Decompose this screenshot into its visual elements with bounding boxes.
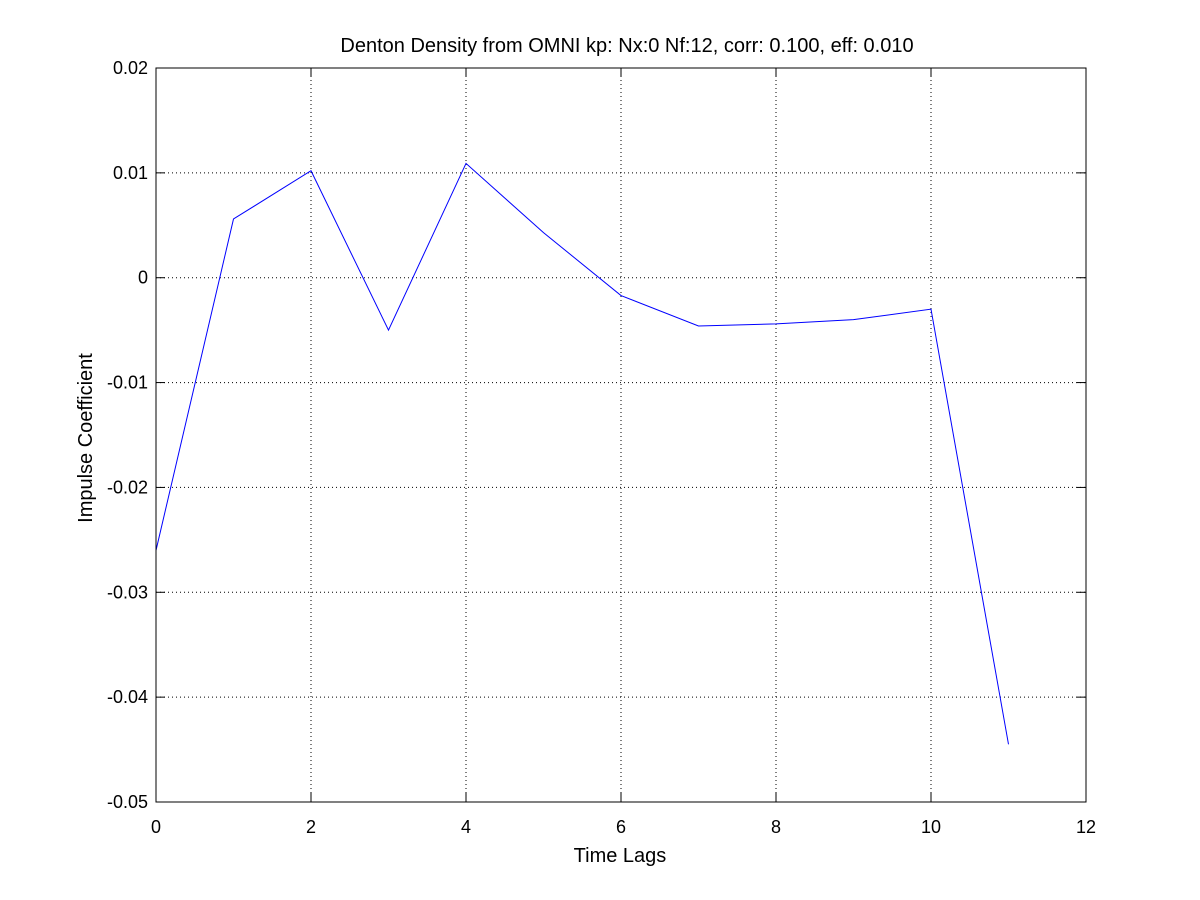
- plot-area: [156, 68, 1086, 802]
- y-tick-label: -0.05: [107, 792, 148, 812]
- x-tick-label: 12: [1076, 817, 1096, 837]
- series-group: [155, 162, 1009, 745]
- x-tick-label: 6: [616, 817, 626, 837]
- tick-marks: [155, 67, 1087, 803]
- x-tick-label: 10: [921, 817, 941, 837]
- y-tick-label: -0.04: [107, 687, 148, 707]
- x-tick-label: 0: [151, 817, 161, 837]
- y-tick-label: -0.03: [107, 582, 148, 602]
- y-tick-label: 0.02: [113, 58, 148, 78]
- y-tick-label: 0.01: [113, 163, 148, 183]
- y-tick-label: -0.02: [107, 477, 148, 497]
- x-axis-label: Time Lags: [574, 845, 667, 867]
- series-line: [155, 162, 1009, 745]
- chart-title: Denton Density from OMNI kp: Nx:0 Nf:12,…: [340, 35, 913, 57]
- grid-lines: [156, 68, 1086, 802]
- x-tick-label: 2: [306, 817, 316, 837]
- x-tick-labels: 0 2 4 6 8 10 12: [151, 817, 1096, 837]
- y-tick-label: 0: [138, 268, 148, 288]
- y-tick-labels: 0.02 0.01 0 -0.01 -0.02 -0.03 -0.04 -0.05: [107, 58, 148, 812]
- y-tick-label: -0.01: [107, 373, 148, 393]
- y-axis-label: Impulse Coefficient: [75, 353, 97, 523]
- x-tick-label: 4: [461, 817, 471, 837]
- x-tick-label: 8: [771, 817, 781, 837]
